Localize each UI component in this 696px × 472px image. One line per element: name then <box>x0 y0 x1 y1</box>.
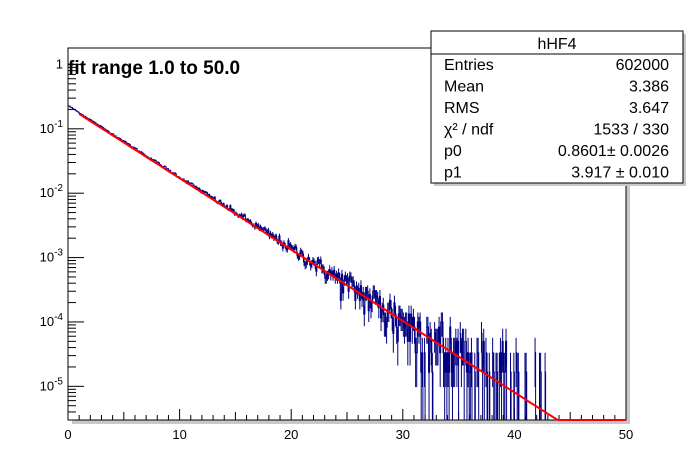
stats-row-label: Entries <box>444 57 494 74</box>
y-tick-label: 10-5 <box>40 376 64 393</box>
fit-curve <box>78 113 626 421</box>
y-tick-label: 1 <box>56 56 63 71</box>
stats-row-label: p1 <box>444 165 462 182</box>
stats-row-value: 1533 / 330 <box>593 122 669 139</box>
stats-box: hHF4 Entries 602000 Mean 3.386 RMS 3.647 χ² / … <box>430 30 686 186</box>
x-tick-label: 50 <box>619 427 633 442</box>
stats-row-value: 602000 <box>616 57 669 74</box>
x-tick-label: 40 <box>507 427 521 442</box>
stats-row-label: χ² / ndf <box>444 122 494 139</box>
stats-row-value: 3.386 <box>629 79 669 96</box>
x-tick-label: 20 <box>284 427 298 442</box>
stats-row-value: 0.8601± 0.0026 <box>558 143 669 160</box>
stats-box-name: hHF4 <box>537 36 576 53</box>
stats-row-label: Mean <box>444 79 484 96</box>
stats-row-label: RMS <box>444 100 480 117</box>
stats-box-frame <box>430 30 684 184</box>
axes: 0 10 20 30 40 50 1 10-1 10-2 10-3 10-4 10-5 <box>40 56 634 442</box>
stats-row-label: p0 <box>444 143 462 160</box>
x-tick-label: 10 <box>172 427 186 442</box>
stats-row-value: 3.917 ± 0.010 <box>571 165 669 182</box>
x-tick-label: 30 <box>396 427 410 442</box>
y-tick-label: 10-4 <box>40 312 64 329</box>
stats-row-value: 3.647 <box>629 100 669 117</box>
histogram-series <box>68 105 547 420</box>
y-tick-label: 10-1 <box>40 119 64 136</box>
y-tick-label: 10-3 <box>40 248 64 265</box>
hist-line <box>68 105 547 420</box>
chart-title: fit range 1.0 to 50.0 <box>68 58 240 79</box>
x-tick-label: 0 <box>64 427 71 442</box>
y-tick-label: 10-2 <box>40 183 64 200</box>
